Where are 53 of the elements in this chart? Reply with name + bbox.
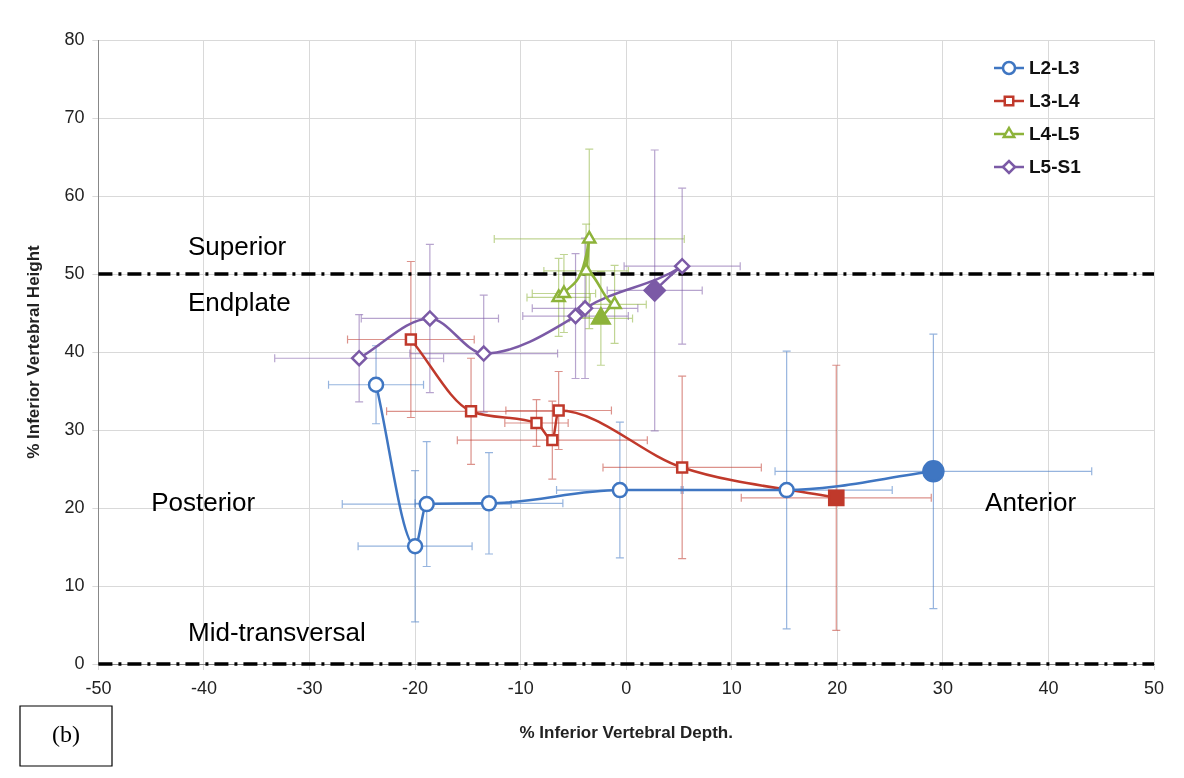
- point: [578, 262, 594, 276]
- point: [404, 333, 418, 346]
- x-tick-label: -40: [190, 677, 217, 698]
- y-tick-label: 20: [64, 496, 85, 517]
- point: [581, 230, 597, 244]
- point: [673, 257, 691, 275]
- legend-label: L3-L4: [1029, 90, 1081, 112]
- legend-label: L2-L3: [1029, 57, 1080, 79]
- point: [675, 461, 689, 474]
- point: [464, 405, 478, 418]
- y-tick-label: 10: [64, 574, 85, 595]
- point: [475, 345, 492, 362]
- y-tick-label: 0: [74, 652, 85, 673]
- x-tick-label: 50: [1143, 677, 1165, 698]
- legend-label: L5-S1: [1029, 156, 1082, 178]
- x-tick-label: -30: [296, 677, 323, 698]
- y-axis-title: % Inferior Vertebral Height: [23, 244, 43, 459]
- point: [418, 495, 435, 513]
- point: [552, 404, 565, 417]
- x-tick-label: -50: [85, 677, 112, 698]
- annotation: Posterior: [151, 487, 256, 518]
- point: [367, 376, 385, 394]
- y-tick-label: 50: [64, 262, 85, 283]
- x-tick-label: 10: [721, 677, 742, 698]
- point: [406, 537, 424, 555]
- point: [546, 433, 559, 447]
- point: [567, 307, 584, 325]
- point: [350, 349, 368, 367]
- x-tick-label: 0: [621, 677, 632, 698]
- y-tick-label: 30: [64, 418, 85, 439]
- y-tick-label: 60: [64, 184, 85, 205]
- legend-label: L4-L5: [1029, 123, 1081, 145]
- y-tick-label: 70: [64, 106, 85, 127]
- point: [576, 300, 594, 317]
- point: [607, 296, 622, 310]
- y-tick-label: 80: [64, 28, 85, 49]
- x-tick-label: 20: [827, 677, 848, 698]
- ref-line-label: Mid-transversal: [188, 617, 366, 648]
- point: [421, 310, 439, 327]
- point: [530, 416, 543, 430]
- point: [611, 481, 629, 499]
- point: [556, 285, 572, 299]
- annotation: Anterior: [985, 487, 1077, 518]
- x-axis-title: % Inferior Vertebral Depth.: [519, 723, 733, 743]
- ref-line-label: Superior Endplate: [188, 231, 291, 318]
- x-tick-label: 30: [932, 677, 953, 698]
- x-tick-label: 40: [1038, 677, 1059, 698]
- x-tick-label: -10: [507, 677, 534, 698]
- x-tick-label: -20: [402, 677, 429, 698]
- text: (b): [52, 721, 80, 748]
- point: [778, 481, 795, 499]
- point: [480, 495, 498, 512]
- y-tick-label: 40: [64, 340, 85, 361]
